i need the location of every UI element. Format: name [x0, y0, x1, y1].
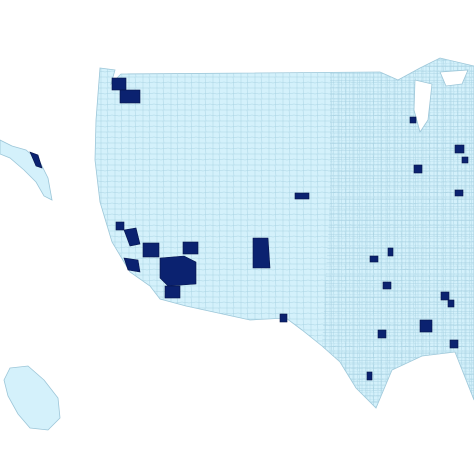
county: [419, 319, 433, 333]
county: [115, 221, 125, 231]
county: [294, 192, 310, 200]
county: [440, 291, 450, 301]
county: [449, 339, 459, 349]
great-lakes: [413, 69, 469, 133]
county: [119, 89, 141, 104]
county: [29, 151, 43, 169]
county: [366, 371, 373, 381]
county: [413, 164, 423, 174]
county: [377, 329, 387, 339]
highlighted-counties: [29, 77, 469, 381]
county: [454, 144, 465, 154]
county: [382, 281, 392, 290]
county: [182, 241, 199, 255]
county-borders-east: [322, 58, 474, 408]
county: [252, 237, 271, 269]
county: [123, 257, 141, 273]
county: [461, 156, 469, 164]
county: [447, 299, 455, 308]
county: [123, 227, 141, 247]
county: [111, 77, 127, 91]
county: [142, 242, 160, 258]
county: [387, 247, 394, 257]
county: [454, 189, 464, 197]
county: [409, 116, 417, 124]
county: [159, 255, 197, 287]
county: [369, 255, 379, 263]
alaska-panhandle: [0, 139, 53, 201]
county: [279, 313, 288, 323]
county: [164, 285, 181, 299]
hawaii: [3, 365, 61, 431]
